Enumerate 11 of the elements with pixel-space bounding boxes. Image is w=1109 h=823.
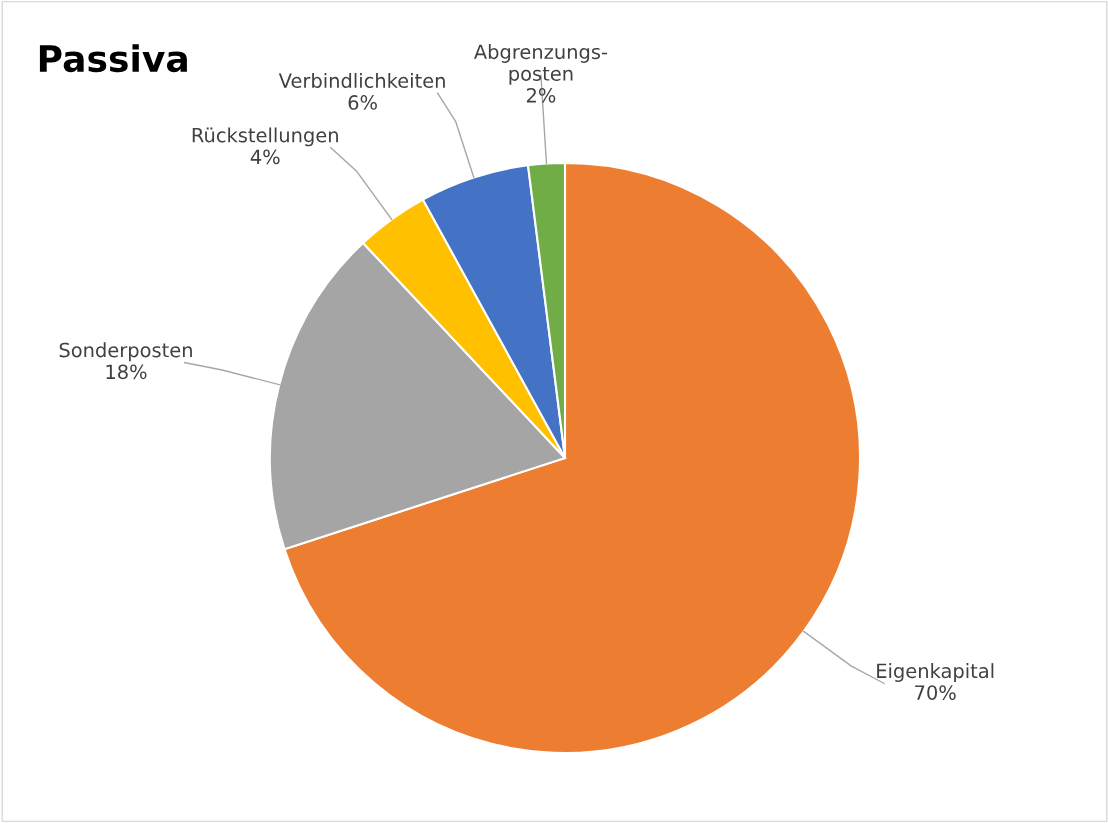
data-label: 18%	[106, 364, 147, 380]
slice-label: Eigenkapital	[877, 663, 994, 682]
slice-label: Rückstellungen	[192, 127, 338, 147]
chart-title: Passiva	[39, 44, 187, 73]
data-label: 70%	[915, 685, 956, 700]
slice-label: Sonderposten	[59, 342, 192, 362]
data-label: 4%	[250, 149, 280, 165]
data-label: 6%	[348, 95, 377, 110]
slice-label: Abgrenzungs- posten	[473, 44, 608, 85]
slice-label: Verbindlichkeiten	[278, 72, 445, 89]
data-label: 2%	[526, 87, 556, 103]
